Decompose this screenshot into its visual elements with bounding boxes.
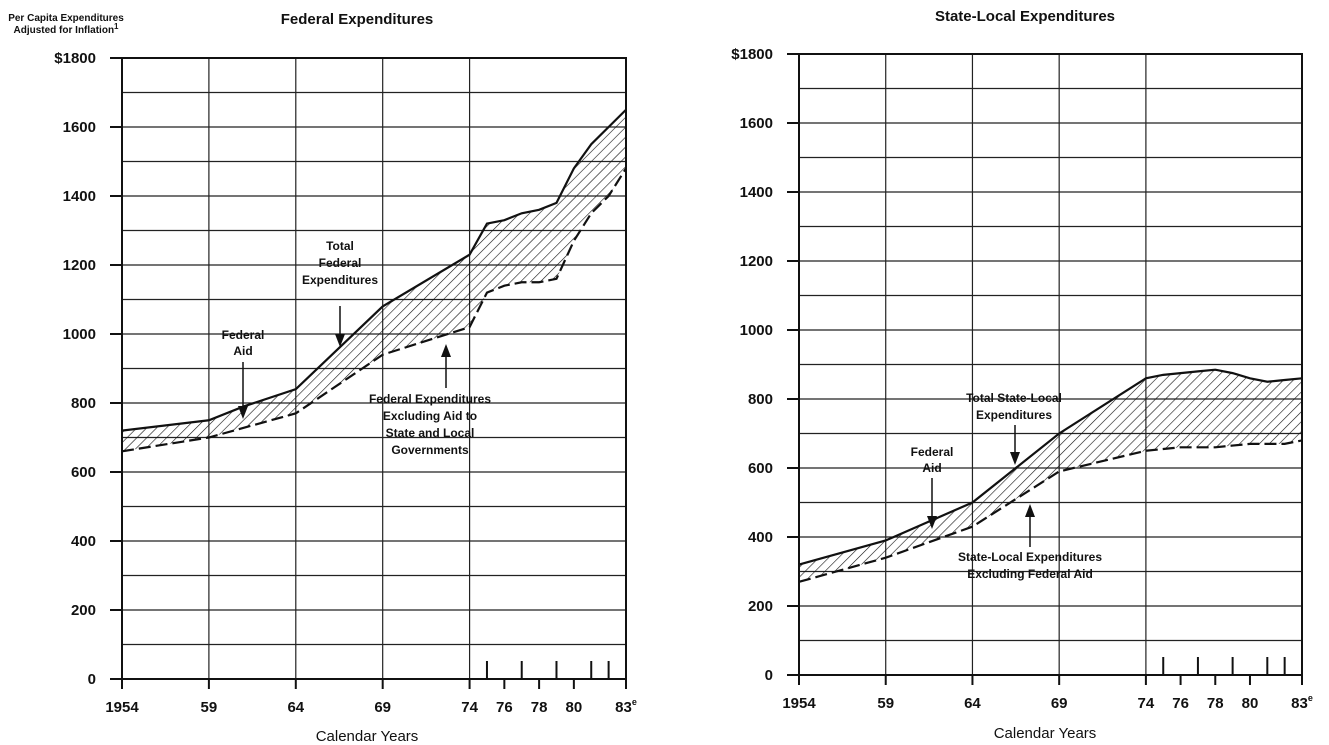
annotation-total-state-local-line-2: Expenditures — [976, 408, 1052, 422]
arrowhead-federal-aid — [238, 406, 248, 419]
y-tick-label: 1400 — [740, 184, 773, 201]
y-tick-label: $1800 — [54, 50, 96, 67]
gridlines — [110, 57, 627, 689]
x-axis-label: Calendar Years — [994, 725, 1097, 742]
x-tick-label: 78 — [1207, 695, 1224, 712]
y-tick-label: 1200 — [63, 257, 96, 274]
annotation-excluding-aid-line-2: Excluding Aid to — [383, 409, 477, 423]
x-axis-label: Calendar Years — [316, 728, 419, 745]
x-tick-label: 64 — [964, 695, 981, 712]
y-tick-label: 1600 — [63, 119, 96, 136]
hatched-band — [122, 109, 626, 452]
annotation-excluding-aid-line-1: Federal Expenditures — [369, 392, 491, 406]
annotation-federal-aid-line-2: Aid — [922, 461, 941, 475]
annotation-federal-aid-line-1: Federal — [222, 328, 265, 342]
y-tick-labels: $1800 1600 1400 1200 1000 800 600 400 200 0 — [54, 50, 96, 688]
x-tick-label: 69 — [374, 699, 391, 716]
y-tick-labels: $1800 1600 1400 1200 1000 800 600 400 200 0 — [731, 46, 773, 684]
y-axis-label-line-1: Per Capita Expenditures — [8, 13, 124, 24]
series-lines — [121, 108, 627, 453]
y-tick-label: 1200 — [740, 253, 773, 270]
x-tick-label: 74 — [461, 699, 478, 716]
shaded-area — [122, 109, 626, 452]
annotation-federal-aid-line-2: Aid — [233, 344, 252, 358]
y-tick-label: 0 — [88, 671, 96, 688]
chart-title: State-Local Expenditures — [935, 8, 1115, 25]
y-tick-label: 200 — [71, 602, 96, 619]
y-tick-label: 600 — [71, 464, 96, 481]
y-tick-label: 800 — [748, 391, 773, 408]
annotation-excluding-federal-aid-line-1: State-Local Expenditures — [958, 550, 1102, 564]
y-tick-label: 1400 — [63, 188, 96, 205]
y-tick-label: 800 — [71, 395, 96, 412]
x-tick-label: 59 — [877, 695, 894, 712]
x-tick-label: 1954 — [782, 695, 816, 712]
y-tick-label: 600 — [748, 460, 773, 477]
series-line-excluding-aid — [798, 439, 1303, 583]
arrowhead-excluding-federal-aid — [1025, 504, 1035, 517]
arrowhead-federal-aid — [927, 516, 937, 529]
y-tick-label: 0 — [765, 667, 773, 684]
annotation-excluding-aid-line-3: State and Local — [386, 426, 475, 440]
y-axis-label-line-2-text: Adjusted for Inflation — [14, 25, 115, 36]
chart-title: Federal Expenditures — [281, 11, 434, 28]
plot-frame — [798, 53, 1303, 676]
annotation-excluding-federal-aid-line-2: Excluding Federal Aid — [967, 567, 1093, 581]
chart-state-local: State-Local Expenditures $1800 1600 1400 12… — [731, 8, 1313, 742]
x-tick-label: 64 — [287, 699, 304, 716]
x-tick-footnote: e — [632, 697, 637, 707]
plot-frame — [121, 57, 627, 680]
x-tick-label: 83e — [1291, 693, 1313, 712]
series-line-total — [121, 108, 627, 432]
series-lines — [798, 368, 1303, 583]
x-tick-label: 74 — [1138, 695, 1155, 712]
arrowhead-total-state-local — [1010, 452, 1020, 465]
x-tick-labels: 1954 59 64 69 74 76 78 80 83e — [782, 693, 1313, 712]
x-tick-label: 76 — [496, 699, 513, 716]
x-tick-label: 80 — [566, 699, 583, 716]
x-tick-label: 78 — [531, 699, 548, 716]
y-tick-label: 400 — [748, 529, 773, 546]
y-tick-label: 1000 — [740, 322, 773, 339]
arrowhead-total-federal — [335, 334, 345, 347]
y-axis-label-footnote: 1 — [114, 22, 119, 31]
x-tick-labels: 1954 59 64 69 74 76 78 80 83e — [105, 697, 637, 716]
y-tick-label: 400 — [71, 533, 96, 550]
annotation-total-state-local-line-1: Total State-Local — [966, 391, 1062, 405]
y-tick-label: $1800 — [731, 46, 773, 63]
series-line-excluding-aid — [121, 167, 627, 453]
x-tick-label: 1954 — [105, 699, 139, 716]
x-tick-label: 59 — [201, 699, 218, 716]
x-tick-footnote: e — [1308, 693, 1313, 703]
series-line-total — [798, 368, 1303, 566]
gridlines — [787, 53, 1303, 685]
y-tick-label: 1000 — [63, 326, 96, 343]
annotation-total-federal-line-1: Total — [326, 239, 354, 253]
arrowhead-excluding-aid — [441, 344, 451, 357]
x-tick-label: 76 — [1172, 695, 1189, 712]
y-tick-label: 1600 — [740, 115, 773, 132]
y-axis-label-line-2: Adjusted for Inflation1 — [14, 22, 120, 36]
chart-federal: Federal Expenditures Per Capita Expendit… — [8, 11, 637, 745]
x-tick-label: 69 — [1051, 695, 1068, 712]
x-tick-label: 80 — [1242, 695, 1259, 712]
annotation-total-federal-line-2: Federal — [319, 256, 362, 270]
x-tick-label: 83e — [615, 697, 637, 716]
annotation-federal-aid-line-1: Federal — [911, 445, 954, 459]
annotation-excluding-aid-line-4: Governments — [391, 443, 469, 457]
annotation-total-federal-line-3: Expenditures — [302, 273, 378, 287]
y-tick-label: 200 — [748, 598, 773, 615]
